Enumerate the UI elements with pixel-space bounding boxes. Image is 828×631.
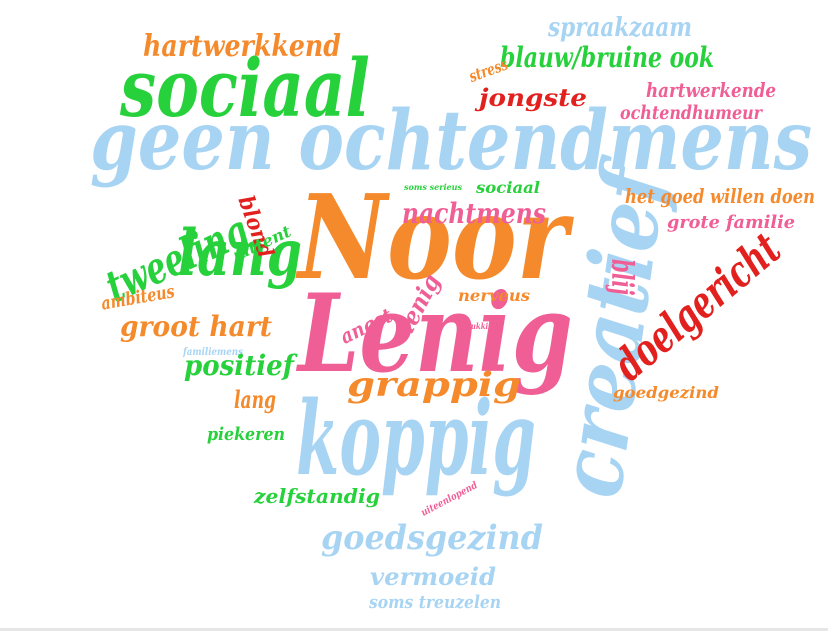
word-geen-ochtendmens: geen ochtendmens bbox=[90, 93, 813, 189]
word-familiemens: familiemens bbox=[183, 347, 244, 358]
word-hartwerkende: hartwerkende bbox=[646, 78, 777, 102]
bottom-divider bbox=[0, 628, 828, 631]
word-positief: positief bbox=[184, 349, 294, 382]
word-hartwerkkend: hartwerkkend bbox=[143, 29, 341, 64]
word-spraakzaam: spraakzaam bbox=[548, 13, 693, 43]
word-gelukkig: gelukkig bbox=[459, 321, 494, 331]
word-lang-green: lang bbox=[178, 216, 302, 291]
word-lang-orange: lang bbox=[234, 385, 277, 414]
word-nachtmens: nachtmens bbox=[402, 197, 546, 230]
word-blij: blij bbox=[604, 259, 639, 295]
word-ochtendhumeur: ochtendhumeur bbox=[620, 102, 763, 124]
word-sociaal-small: sociaal bbox=[476, 178, 540, 197]
word-groot-hart: groot hart bbox=[120, 310, 273, 343]
word-grappig: grappig bbox=[347, 365, 521, 405]
word-soms-treuzelen: soms treuzelen bbox=[369, 592, 502, 613]
word-lenig-large: Lenig bbox=[298, 271, 573, 397]
word-goedgezind: goedgezind bbox=[613, 383, 719, 402]
word-sociaal-large: sociaal bbox=[120, 41, 370, 135]
word-piekeren: piekeren bbox=[207, 424, 285, 445]
word-noor: Noor bbox=[298, 170, 569, 306]
word-soms-serieus: soms serieus bbox=[404, 182, 462, 192]
word-stress: stress bbox=[466, 54, 511, 86]
word-goedsgezind: goedsgezind bbox=[321, 518, 543, 558]
word-het-goed-willen-doen: het goed willen doen bbox=[625, 184, 815, 208]
word-blauw-bruine-ook: blauw/bruine ook bbox=[500, 41, 715, 74]
word-zelfstandig: zelfstandig bbox=[254, 484, 380, 508]
word-jongste: jongste bbox=[479, 83, 587, 112]
word-koppig: koppig bbox=[296, 379, 536, 499]
word-grote-familie: grote familie bbox=[667, 212, 796, 233]
word-vermoeid: vermoeid bbox=[370, 562, 497, 591]
word-nerveus: nerveus bbox=[458, 286, 530, 305]
